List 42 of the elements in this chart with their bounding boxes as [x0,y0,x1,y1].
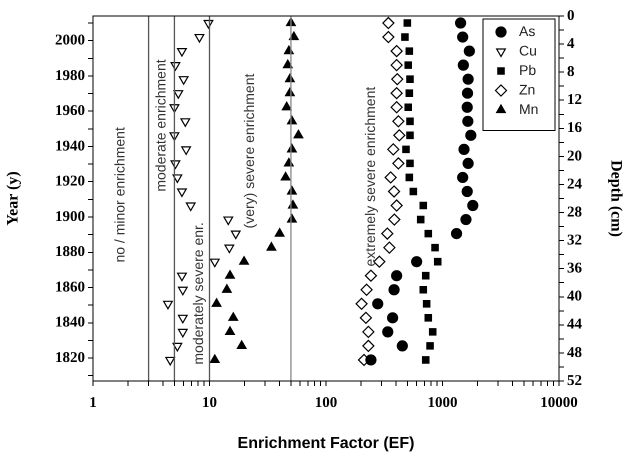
y-tick-label: 1840 [55,314,85,331]
y-tick-label: 2000 [55,32,85,49]
y2-tick-label: 0 [567,8,574,24]
y-tick-label: 1940 [55,138,85,154]
y2-tick-label: 16 [567,120,582,136]
legend-label: Cu [519,42,537,58]
y2-tick-label: 48 [567,344,582,361]
y-tick-label: 1960 [55,103,85,120]
legend-label: Mn [519,100,538,117]
y2-tick-label: 24 [567,176,582,192]
y2-tick-label: 52 [567,372,582,389]
y2-tick-label: 40 [567,288,582,305]
annotation: moderate enrichment [152,59,168,192]
y2-axis-title: Depth (cm) [607,160,624,237]
y2-tick-label: 36 [567,260,582,277]
y-tick-label: 1900 [55,208,85,225]
y2-tick-label: 8 [567,64,574,80]
x-tick-label: 10000 [540,394,578,411]
y2-tick-label: 32 [567,232,582,248]
y2-tick-label: 28 [567,204,582,220]
y-tick-label: 1860 [55,279,85,296]
x-axis-title: Enrichment Factor (EF) [238,434,414,452]
x-tick-label: 10 [202,394,217,411]
y2-tick-label: 44 [567,316,582,333]
y-tick-label: 1920 [55,174,85,190]
annotation: no / minor enrichment [112,127,128,263]
legend-label: Pb [519,62,536,78]
y2-tick-label: 20 [567,148,582,164]
y-tick-label: 1880 [55,244,85,260]
x-tick-label: 1 [89,394,97,411]
legend-label: Zn [519,81,536,98]
annotation: (very) severe enrichment [241,74,258,228]
annotation: moderately severe enr. [190,222,206,365]
x-tick-label: 100 [314,394,338,411]
y-axis-title: Year (y) [4,171,22,226]
x-tick-label: 1000 [428,394,458,411]
y-tick-label: 1980 [55,68,85,84]
y-tick-label: 1820 [55,350,85,366]
y2-tick-label: 4 [567,36,575,52]
legend-label: As [519,22,536,39]
y2-tick-label: 12 [567,92,582,108]
annotation: extremely severe enrichment [362,86,378,266]
